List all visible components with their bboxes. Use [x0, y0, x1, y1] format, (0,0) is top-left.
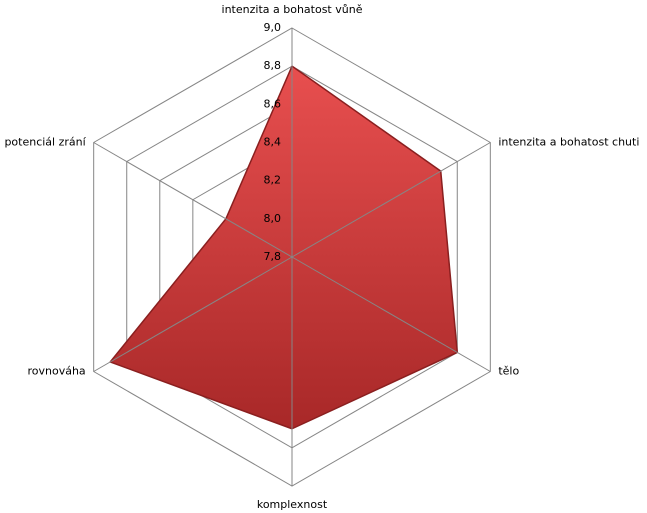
spoke [93, 256, 293, 372]
category-label: tělo [498, 365, 519, 378]
y-tick-label: 7,8 [264, 250, 282, 263]
spoke [291, 256, 491, 372]
y-tick-label: 8,4 [264, 136, 282, 149]
data-area [109, 65, 459, 430]
y-tick-label: 8,2 [264, 174, 282, 187]
y-tick-label: 9,0 [264, 21, 282, 34]
category-label: potenciál zrání [4, 136, 86, 149]
category-label: rovnováha [27, 365, 85, 378]
category-label: intenzita a bohatost vůně [222, 3, 363, 16]
y-tick-label: 8,6 [264, 97, 282, 110]
y-tick-label: 8,8 [264, 59, 282, 72]
spoke [291, 142, 491, 258]
spoke [93, 142, 293, 258]
y-tick-label: 8,0 [264, 212, 282, 225]
category-label: komplexnost [257, 498, 328, 511]
category-label: intenzita a bohatost chuti [498, 136, 639, 149]
